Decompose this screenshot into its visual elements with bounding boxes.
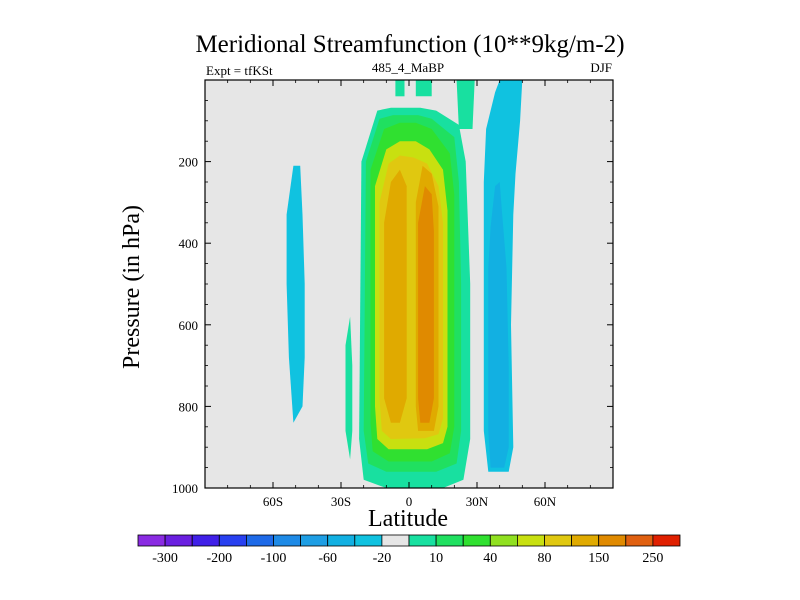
contour-region (488, 182, 509, 468)
x-tick-label: 30N (466, 494, 489, 509)
contour-region (345, 316, 353, 460)
colorbar-label: -20 (373, 551, 392, 566)
contour-region (418, 186, 434, 423)
y-axis-ticks: 200 400 600 800 1000 (172, 100, 613, 496)
colorbar-swatch (571, 534, 600, 547)
y-tick-label: 400 (179, 236, 199, 251)
colorbar-label: -300 (152, 551, 178, 566)
colorbar-swatch (273, 534, 302, 547)
colorbar-label: 10 (429, 551, 443, 566)
colorbar-label: -200 (206, 551, 232, 566)
left-label: Expt = tfKSt (206, 63, 273, 78)
colorbar-swatch (164, 534, 193, 547)
colorbar-swatch (652, 534, 681, 547)
contour-region (415, 80, 432, 97)
center-label: 485_4_MaBP (372, 60, 444, 75)
colorbar-swatch (245, 534, 274, 547)
right-label: DJF (590, 60, 612, 75)
colorbar-swatch (381, 534, 410, 547)
x-axis-ticks: 60S 30S 0 30N 60N (227, 80, 591, 509)
colorbar-swatch (218, 534, 247, 547)
x-axis-label: Latitude (368, 506, 448, 532)
contour-region (395, 80, 405, 97)
contour-region (286, 165, 305, 423)
x-tick-label: 30S (331, 494, 351, 509)
y-axis-label: Pressure (in hPa) (119, 205, 145, 369)
x-tick-label: 60S (263, 494, 283, 509)
x-tick-label: 0 (406, 494, 413, 509)
y-tick-label: 600 (179, 318, 199, 333)
colorbar-swatch (435, 534, 464, 547)
chart-title: Meridional Streamfunction (10**9kg/m-2) (195, 31, 624, 58)
colorbar-swatch (489, 534, 518, 547)
contour-region (456, 80, 475, 129)
colorbar-swatch (327, 534, 356, 547)
colorbar-label: 250 (642, 551, 663, 566)
y-tick-label: 1000 (172, 481, 198, 496)
contour-regions (286, 80, 523, 488)
contour-region (384, 169, 407, 423)
colorbar-label: -100 (261, 551, 287, 566)
colorbar-label: 40 (483, 551, 497, 566)
colorbar-swatch (598, 534, 627, 547)
colorbar-swatch (462, 534, 491, 547)
colorbar-swatch (191, 534, 220, 547)
colorbar-swatch (544, 534, 573, 547)
colorbar-swatch (137, 534, 166, 547)
colorbar-label: 80 (538, 551, 552, 566)
colorbar-swatch (517, 534, 545, 547)
plot-area: 60S 30S 0 30N 60N 200 400 600 800 1000 (172, 79, 614, 509)
colorbar-swatch (300, 534, 329, 547)
colorbar-label: -60 (318, 551, 337, 566)
colorbar-swatch (625, 534, 654, 547)
y-tick-label: 200 (179, 155, 199, 170)
colorbar-swatch (354, 534, 383, 547)
colorbar-label: 150 (588, 551, 609, 566)
colorbar: -300 -200 -100 -60 -20 10 40 80 150 250 (137, 534, 681, 566)
y-tick-label: 800 (179, 399, 199, 414)
colorbar-swatch (408, 534, 437, 547)
x-tick-label: 60N (534, 494, 557, 509)
